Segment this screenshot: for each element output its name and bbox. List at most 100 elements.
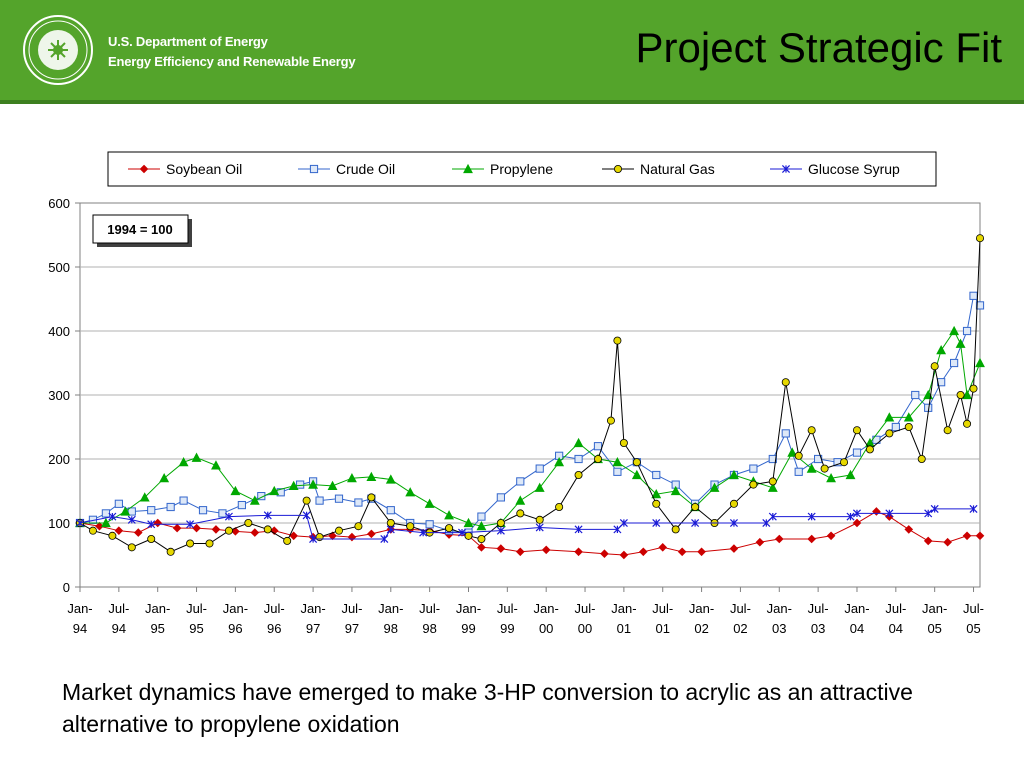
data-point [172, 523, 182, 533]
data-point [230, 485, 241, 496]
data-point [244, 518, 253, 527]
data-point [516, 477, 525, 486]
data-point [147, 506, 156, 515]
x-tick-label: Jul- [652, 601, 673, 616]
data-point [249, 495, 260, 505]
data-point [729, 544, 739, 553]
data-point [619, 550, 629, 560]
data-point [302, 511, 311, 520]
data-point [186, 539, 195, 548]
legend-label: Propylene [490, 161, 553, 177]
data-point [224, 512, 233, 521]
data-point [729, 518, 738, 528]
data-point [923, 536, 933, 546]
data-point [386, 506, 395, 515]
org-subtitle: Energy Efficiency and Renewable Energy [108, 54, 356, 69]
data-point [652, 499, 661, 508]
data-point [535, 464, 544, 473]
y-tick-label: 600 [48, 196, 70, 211]
data-point [749, 464, 758, 473]
data-point [288, 480, 299, 490]
data-point [885, 429, 894, 438]
data-point [574, 525, 583, 534]
series-soybean-oil [75, 507, 985, 560]
data-point [852, 448, 862, 457]
x-tick-label: 94 [112, 621, 126, 636]
data-point [250, 528, 260, 537]
data-point [535, 523, 544, 532]
annotation-label: 1994 = 100 [107, 222, 172, 237]
data-point [496, 493, 505, 502]
data-point [367, 529, 376, 539]
data-point [846, 512, 855, 521]
data-point [283, 536, 292, 545]
y-tick-label: 500 [48, 260, 70, 275]
data-point [354, 498, 363, 507]
y-tick-label: 200 [48, 452, 70, 467]
data-point [380, 534, 389, 544]
data-point [631, 469, 642, 480]
data-point [315, 496, 324, 505]
x-tick-label: 98 [422, 621, 436, 636]
data-point [917, 454, 926, 463]
x-tick-label: Jul- [963, 601, 984, 616]
data-point [555, 502, 564, 511]
x-tick-label: 03 [772, 621, 786, 636]
data-point [891, 422, 900, 432]
data-point [820, 464, 829, 473]
data-point [289, 531, 298, 541]
x-tick-label: 04 [889, 621, 903, 636]
x-tick-label: 95 [189, 621, 203, 636]
data-point [852, 426, 861, 435]
data-point [975, 301, 985, 310]
data-point [639, 547, 648, 557]
data-point [943, 537, 952, 547]
data-point [749, 480, 758, 489]
x-tick-label: Jan- [67, 601, 92, 616]
data-point [924, 509, 933, 518]
x-tick-label: Jul- [341, 601, 362, 616]
data-point [108, 531, 117, 540]
data-point [476, 521, 487, 531]
data-point [794, 467, 803, 476]
x-tick-label: Jul- [730, 601, 751, 616]
data-point [166, 502, 175, 512]
data-point [425, 520, 434, 529]
x-tick-label: Jan- [844, 601, 869, 616]
data-point [263, 511, 272, 520]
data-point [211, 525, 221, 534]
data-point [159, 473, 170, 483]
x-tick-label: 05 [927, 621, 941, 636]
data-point [787, 447, 798, 457]
data-point [885, 509, 894, 518]
data-point [852, 509, 862, 518]
data-point [969, 291, 978, 300]
data-point [632, 458, 641, 467]
x-tick-label: 02 [694, 621, 708, 636]
x-tick-label: Jan- [145, 601, 170, 616]
data-point [943, 426, 952, 435]
legend-marker [309, 164, 319, 174]
data-point [600, 549, 609, 559]
data-point [962, 531, 972, 541]
data-point [515, 547, 525, 557]
data-point [955, 338, 966, 348]
data-point [186, 520, 195, 529]
data-point [949, 325, 960, 336]
x-tick-label: Jan- [223, 601, 248, 616]
data-point [114, 526, 124, 535]
data-point [496, 544, 506, 553]
chart-container: 0 100 200 300 400 500 600 Jan- 94 Jul- 94 Jan- 95 Jul… [0, 140, 1024, 660]
x-tick-label: Jul- [108, 601, 129, 616]
data-point [463, 517, 474, 528]
x-tick-label: 99 [500, 621, 514, 636]
data-point [308, 479, 319, 489]
data-point [366, 471, 377, 482]
data-point [406, 522, 415, 531]
x-tick-label: 94 [73, 621, 87, 636]
legend-marker [614, 164, 623, 173]
x-tick-label: Jul- [186, 601, 207, 616]
x-tick-label: Jan- [378, 601, 403, 616]
data-point [613, 336, 622, 345]
data-point [826, 473, 837, 483]
